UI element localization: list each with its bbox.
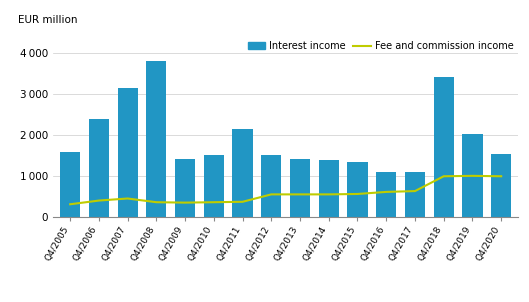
Bar	[462, 134, 482, 217]
Bar	[89, 119, 109, 217]
Bar	[434, 77, 454, 217]
Text: EUR million: EUR million	[18, 15, 77, 25]
Bar	[233, 129, 253, 217]
Bar	[348, 162, 368, 217]
Bar	[175, 159, 195, 217]
Bar	[60, 152, 80, 217]
Bar	[405, 172, 425, 217]
Bar	[117, 88, 138, 217]
Bar	[290, 159, 310, 217]
Bar	[261, 155, 281, 217]
Bar	[491, 154, 511, 217]
Bar	[318, 160, 339, 217]
Legend: Interest income, Fee and commission income: Interest income, Fee and commission inco…	[248, 41, 514, 51]
Bar	[376, 172, 396, 217]
Bar	[147, 61, 167, 217]
Bar	[204, 155, 224, 217]
